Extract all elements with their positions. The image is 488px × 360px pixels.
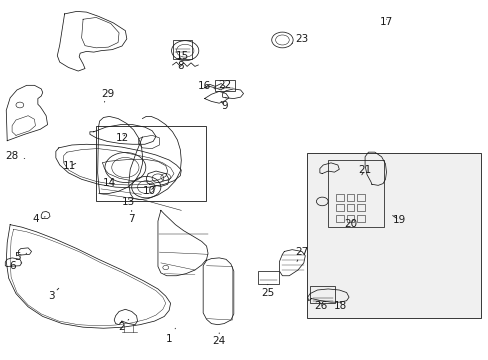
Text: 21: 21: [358, 165, 371, 175]
Bar: [357, 204, 365, 211]
Bar: [346, 215, 354, 222]
Text: 27: 27: [295, 247, 308, 261]
Text: 22: 22: [218, 80, 231, 90]
Text: 29: 29: [101, 89, 114, 102]
Text: 26: 26: [314, 301, 327, 311]
Text: 18: 18: [333, 301, 346, 311]
Text: 5: 5: [14, 252, 27, 262]
Text: 12: 12: [115, 133, 128, 143]
Text: 17: 17: [379, 17, 392, 27]
Text: 2: 2: [119, 319, 128, 332]
Text: 3: 3: [47, 288, 59, 301]
Bar: [96, 126, 205, 202]
Bar: [357, 215, 365, 222]
Text: 8: 8: [177, 59, 183, 71]
Bar: [335, 194, 343, 201]
Bar: [258, 271, 278, 284]
Text: 15: 15: [175, 51, 188, 61]
Text: 11: 11: [62, 161, 76, 171]
Text: 7: 7: [128, 210, 135, 224]
Bar: [335, 215, 343, 222]
Bar: [215, 80, 234, 91]
Text: 23: 23: [291, 34, 308, 44]
Text: 19: 19: [392, 215, 405, 225]
Bar: [335, 204, 343, 211]
Bar: [309, 286, 335, 303]
Text: 20: 20: [343, 219, 356, 229]
Bar: [306, 153, 480, 318]
Text: 24: 24: [212, 333, 225, 346]
Text: 10: 10: [143, 186, 156, 197]
Text: 1: 1: [165, 328, 175, 344]
Text: 13: 13: [122, 197, 135, 207]
Text: 4: 4: [32, 214, 45, 224]
Bar: [346, 204, 354, 211]
Text: 16: 16: [198, 81, 215, 91]
Text: 28: 28: [5, 151, 25, 161]
Bar: [327, 160, 383, 227]
Bar: [346, 194, 354, 201]
Text: 9: 9: [221, 101, 228, 111]
Text: 25: 25: [261, 284, 274, 297]
Text: 6: 6: [9, 261, 21, 271]
Bar: [357, 194, 365, 201]
Bar: [172, 40, 192, 59]
Text: 14: 14: [102, 178, 116, 188]
